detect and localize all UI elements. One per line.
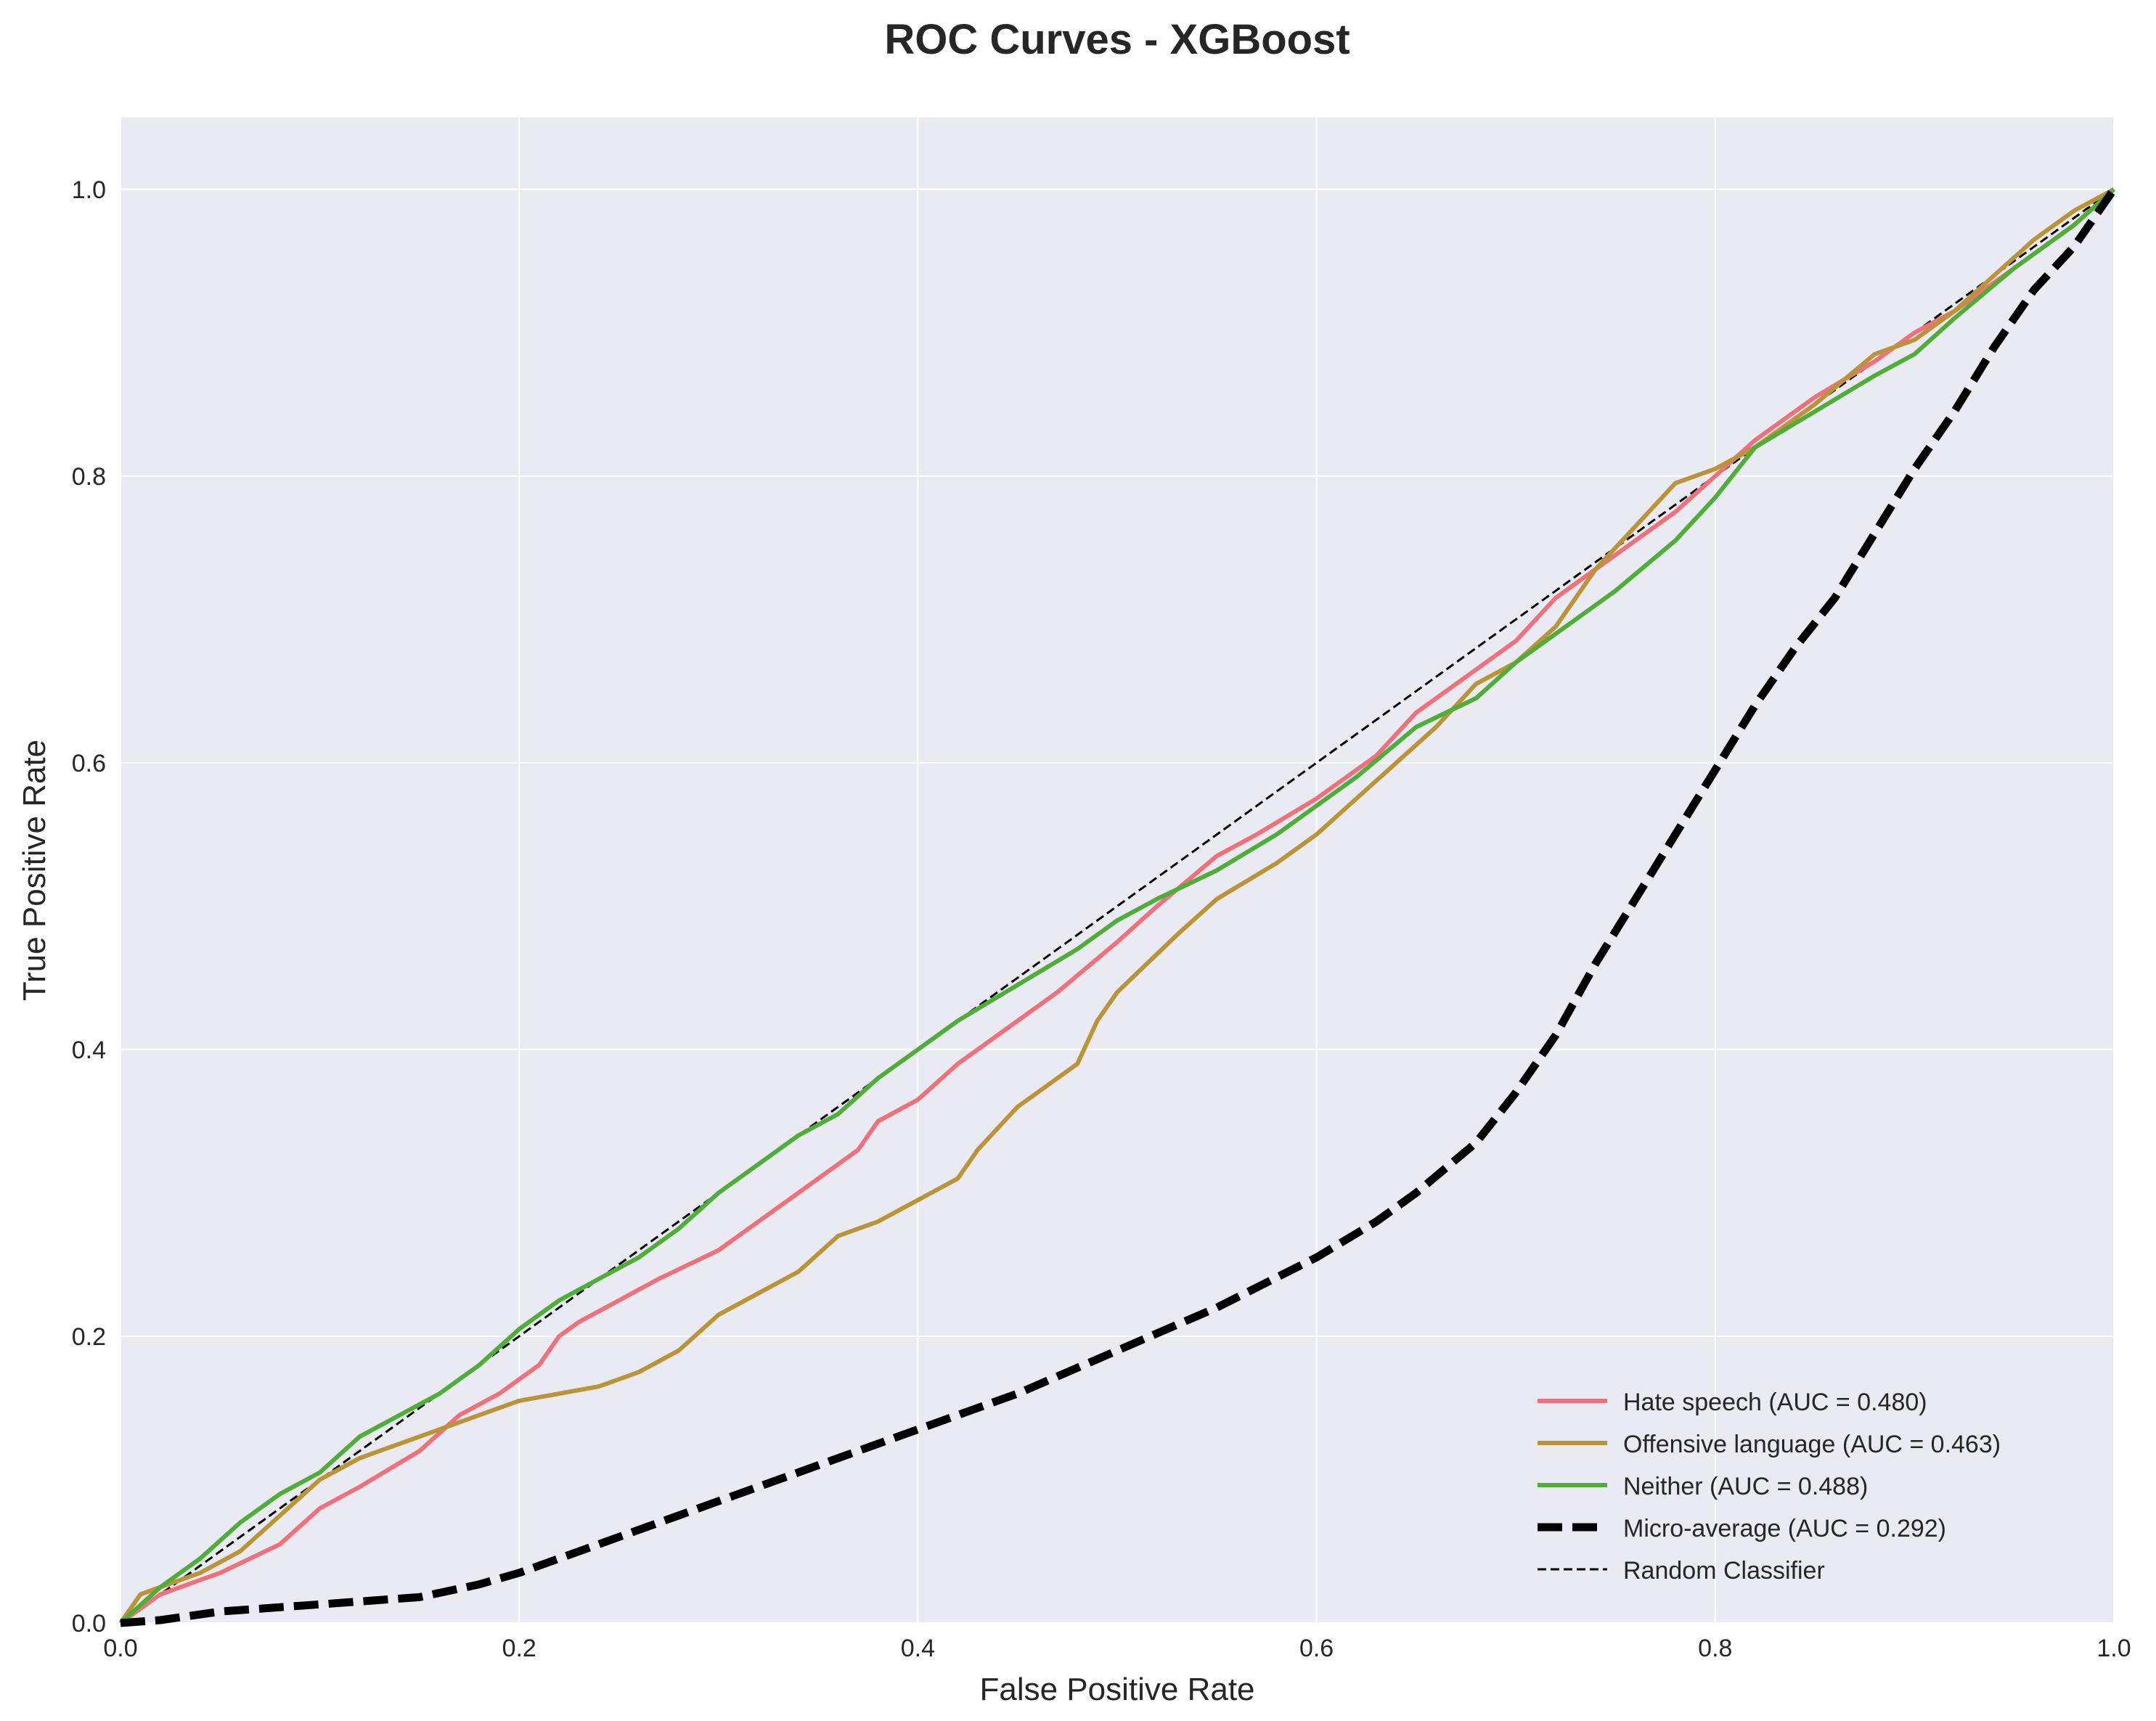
x-tick-label: 1.0: [2096, 1635, 2131, 1662]
legend: Hate speech (AUC = 0.480) Offensive langu…: [1538, 1389, 2001, 1585]
x-axis-label: False Positive Rate: [979, 1672, 1254, 1707]
series-line-0: [119, 187, 2116, 1625]
grid-lines: [120, 118, 2115, 1624]
x-tick-label: 0.2: [502, 1635, 536, 1662]
axis-ticks: 0.0 0.2 0.4 0.6 0.8 1.0 0.0 0.2 0.4 0.6 0.8 1.0: [72, 176, 2131, 1662]
plot-area: [121, 118, 2114, 1623]
y-axis-label: True Positive Rate: [17, 740, 52, 1001]
y-tick-label: 0.4: [72, 1037, 106, 1064]
x-tick-label: 0.0: [103, 1635, 137, 1662]
y-tick-label: 0.6: [72, 750, 106, 777]
chart-title: ROC Curves - XGBoost: [884, 16, 1349, 63]
legend-label: Offensive language (AUC = 0.463): [1623, 1431, 2001, 1458]
x-tick-label: 0.6: [1299, 1635, 1334, 1662]
y-tick-label: 0.8: [72, 463, 106, 491]
y-tick-label: 1.0: [72, 176, 106, 204]
series-line-2: [118, 187, 2116, 1625]
series-line-1: [118, 187, 2115, 1624]
legend-label: Hate speech (AUC = 0.480): [1623, 1389, 1927, 1416]
x-tick-label: 0.4: [901, 1635, 935, 1662]
y-tick-label: 0.2: [72, 1323, 106, 1351]
legend-label: Neither (AUC = 0.488): [1623, 1473, 1868, 1500]
legend-label: Random Classifier: [1623, 1557, 1825, 1585]
y-tick-label: 0.0: [72, 1610, 106, 1638]
legend-label: Micro-average (AUC = 0.292): [1623, 1515, 1946, 1542]
plot-lines: [118, 187, 2118, 1627]
x-tick-label: 0.8: [1698, 1635, 1732, 1662]
